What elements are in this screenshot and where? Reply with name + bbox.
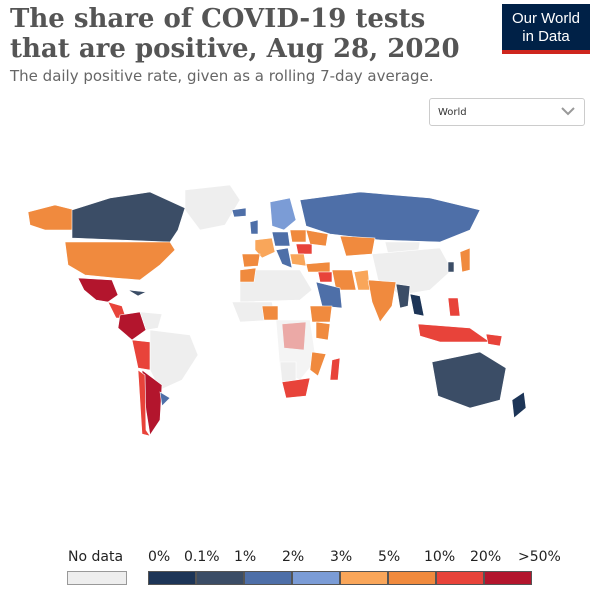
region-romania xyxy=(295,243,313,255)
region-poland xyxy=(289,229,307,243)
region-ukraine xyxy=(305,229,329,247)
region-cuba xyxy=(127,289,148,297)
owid-logo[interactable]: Our World in Data xyxy=(502,4,590,54)
region-iceland xyxy=(231,207,247,218)
region-canada xyxy=(71,191,186,243)
region-uruguay xyxy=(159,391,171,407)
region-saudi xyxy=(315,281,343,309)
region-png xyxy=(485,333,503,347)
region-iran xyxy=(331,269,357,291)
region-italy xyxy=(275,247,293,269)
legend-no-data-swatch[interactable] xyxy=(67,571,127,585)
region-north-africa xyxy=(239,269,313,303)
region-madagascar xyxy=(329,357,341,381)
chevron-down-icon xyxy=(561,107,575,116)
region-iraq xyxy=(317,271,333,283)
legend-tick-label: 0.1% xyxy=(184,549,220,565)
region-bolivia xyxy=(131,339,151,371)
region-ethiopia xyxy=(309,305,333,323)
region-scandinavia xyxy=(269,197,297,231)
legend-bin-6[interactable] xyxy=(436,571,484,585)
region-south-africa xyxy=(281,377,311,399)
legend-no-data-label: No data xyxy=(68,549,124,565)
region-uk xyxy=(249,219,259,235)
legend-tick-label: 0% xyxy=(148,549,171,565)
region-nigeria xyxy=(261,305,279,321)
legend-tick-label: 1% xyxy=(234,549,257,565)
legend-tick-label: >50% xyxy=(518,549,561,565)
region-russia xyxy=(299,191,481,243)
chart-subtitle: The daily positive rate, given as a roll… xyxy=(10,67,434,85)
region-kenya xyxy=(315,321,331,341)
region-brazil xyxy=(149,329,199,391)
region-balkans xyxy=(289,253,307,267)
legend-bin-3[interactable] xyxy=(292,571,340,585)
region-mozambique xyxy=(309,351,327,377)
region-morocco xyxy=(239,267,257,283)
region-venezuela xyxy=(139,311,163,331)
legend-bin-0[interactable] xyxy=(148,571,196,585)
region-colombia xyxy=(117,311,147,341)
legend-bin-1[interactable] xyxy=(196,571,244,585)
world-map[interactable] xyxy=(0,130,600,550)
chart-title: The share of COVID-19 tests that are pos… xyxy=(10,4,460,64)
region-mexico xyxy=(77,277,119,303)
legend-tick-label: 20% xyxy=(470,549,502,565)
legend-bin-5[interactable] xyxy=(388,571,436,585)
region-turkey xyxy=(305,261,331,273)
region-thailand xyxy=(409,293,425,317)
legend-bin-7[interactable] xyxy=(484,571,532,585)
region-chile xyxy=(137,369,151,437)
region-myanmar xyxy=(395,283,411,309)
region-korea xyxy=(447,261,455,273)
legend-bin-4[interactable] xyxy=(340,571,388,585)
region-greenland xyxy=(184,184,241,231)
legend-bin-2[interactable] xyxy=(244,571,292,585)
region-usa xyxy=(64,241,176,281)
region-kazakhstan xyxy=(339,235,376,257)
legend-tick-label: 3% xyxy=(330,549,353,565)
region-pakistan xyxy=(353,269,371,291)
legend-tick-label: 5% xyxy=(378,549,401,565)
region-indonesia xyxy=(417,323,491,343)
region-select-value: World xyxy=(438,107,467,118)
legend-tick-label: 2% xyxy=(282,549,305,565)
logo-line-2: in Data xyxy=(522,28,570,45)
region-alaska xyxy=(27,204,76,231)
legend-tick-label: 10% xyxy=(424,549,456,565)
region-new-zealand xyxy=(511,391,527,419)
logo-line-1: Our World xyxy=(511,10,581,27)
region-india xyxy=(367,279,397,323)
region-spain xyxy=(241,253,261,268)
region-australia xyxy=(431,351,507,409)
region-germany xyxy=(271,231,291,247)
region-france xyxy=(254,237,276,259)
region-japan xyxy=(459,247,471,273)
region-philippines xyxy=(447,297,461,317)
region-select[interactable]: World xyxy=(429,98,585,126)
